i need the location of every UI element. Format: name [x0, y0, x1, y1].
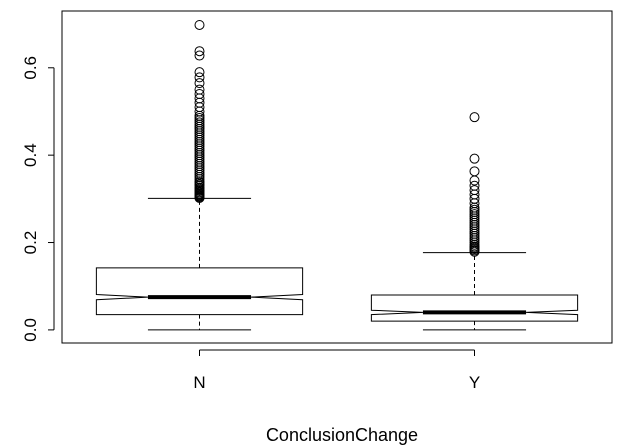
box-N: [95, 19, 304, 331]
outlier-point: [194, 19, 205, 30]
x-tick-label: Y: [469, 373, 480, 392]
outlier-point: [469, 185, 480, 196]
outlier-point: [194, 72, 205, 83]
plot-frame: [61, 10, 613, 344]
outlier-point: [194, 67, 205, 78]
outlier-point: [469, 204, 480, 215]
box-body: [95, 267, 304, 316]
outlier-point: [469, 180, 480, 191]
outlier-point: [469, 175, 480, 186]
outlier-point: [194, 117, 205, 128]
outlier-point: [194, 113, 205, 124]
outlier-point: [469, 209, 480, 220]
outlier-point: [469, 153, 480, 164]
y-tick-label: 0.6: [21, 56, 40, 80]
outlier-point: [469, 166, 480, 177]
y-tick-label: 0.2: [21, 231, 40, 255]
box-Y: [370, 112, 579, 331]
outlier-point: [194, 84, 205, 95]
outlier-point: [194, 50, 205, 61]
outlier-point: [194, 78, 205, 89]
y-tick-label: 0.4: [21, 143, 40, 167]
x-tick-label: N: [193, 373, 205, 392]
outlier-point: [194, 89, 205, 99]
x-axis-title: ConclusionChange: [266, 425, 418, 445]
boxes: [95, 19, 579, 331]
y-tick-label: 0.0: [21, 318, 40, 342]
outlier-point: [469, 112, 480, 123]
box-body: [370, 294, 579, 322]
y-axis: 0.0 0.2 0.4 0.6: [21, 56, 55, 342]
outlier-point: [194, 46, 205, 57]
